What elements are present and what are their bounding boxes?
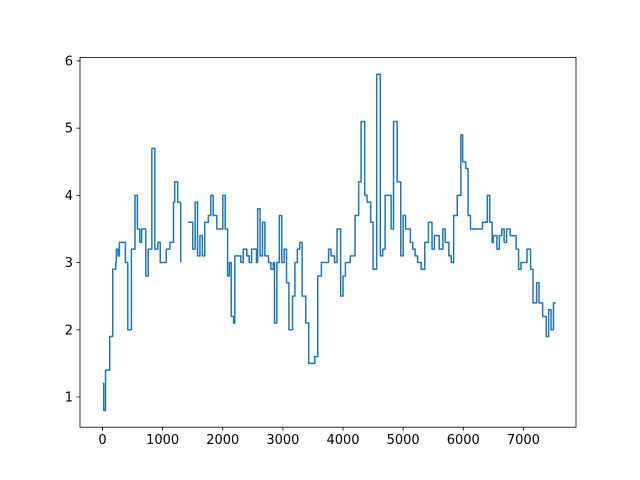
x-tick-label: 0 xyxy=(98,433,106,448)
x-tick-label: 1000 xyxy=(146,433,179,448)
x-tick-label: 5000 xyxy=(387,433,420,448)
x-tick-label: 4000 xyxy=(326,433,359,448)
x-tick-label: 2000 xyxy=(206,433,239,448)
x-tick-label: 7000 xyxy=(507,433,540,448)
x-tick-label: 6000 xyxy=(447,433,480,448)
y-tick-label: 5 xyxy=(65,122,73,137)
y-tick-label: 6 xyxy=(65,54,73,69)
plot-frame xyxy=(79,57,577,428)
y-tick-label: 1 xyxy=(65,390,73,405)
y-tick-label: 2 xyxy=(65,323,73,338)
x-tick-label: 3000 xyxy=(266,433,299,448)
data-line xyxy=(102,73,556,412)
y-tick-label: 4 xyxy=(65,189,73,204)
y-tick-label: 3 xyxy=(65,256,73,271)
